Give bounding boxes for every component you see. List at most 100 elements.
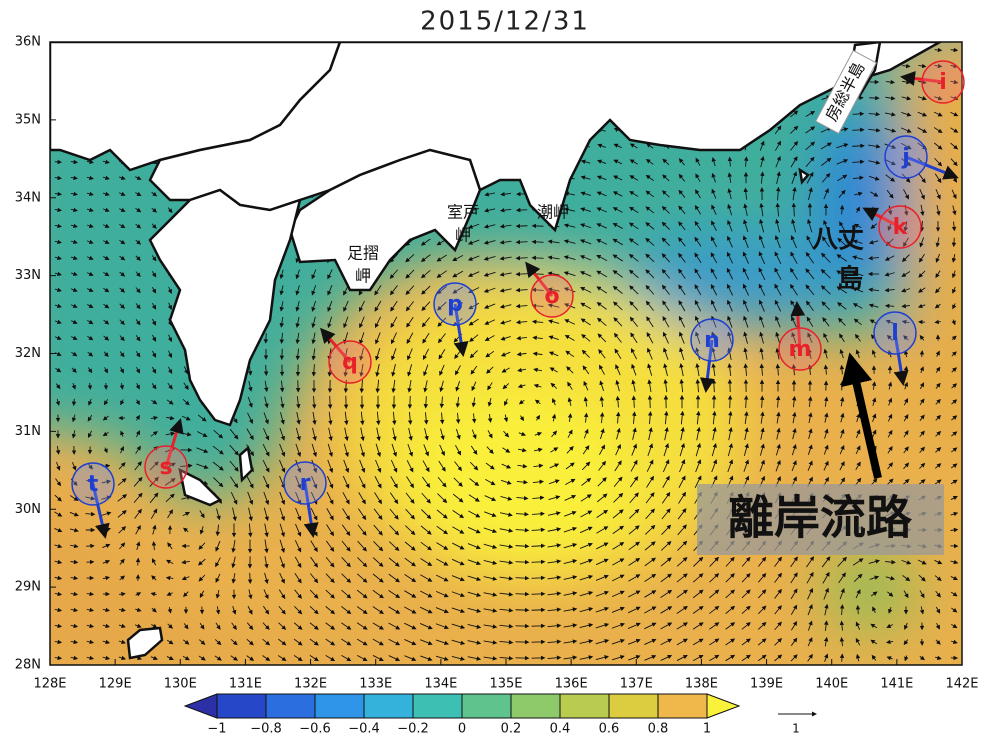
- vector: [774, 140, 782, 151]
- vector: [531, 223, 544, 229]
- vector: [151, 271, 157, 278]
- vector: [900, 127, 912, 133]
- vector: [933, 127, 943, 133]
- vector: [500, 335, 511, 341]
- vector: [102, 159, 110, 165]
- lon-tick-label: 132E: [294, 677, 327, 692]
- vector: [598, 349, 606, 359]
- vector: [918, 253, 925, 263]
- vector: [885, 319, 894, 325]
- vector: [389, 269, 398, 279]
- vector: [901, 271, 911, 277]
- vector: [151, 334, 157, 342]
- vector: [934, 63, 943, 69]
- vector: [791, 218, 797, 233]
- vector: [311, 364, 317, 377]
- vector: [933, 142, 943, 150]
- vector: [263, 364, 269, 376]
- vector: [790, 267, 798, 280]
- vector: [726, 251, 734, 264]
- colorbar-tick-label: −0.4: [348, 722, 380, 737]
- lon-tick-label: 135E: [489, 677, 522, 692]
- vector: [759, 140, 765, 151]
- vector: [790, 110, 799, 118]
- vector: [743, 331, 748, 344]
- vector: [742, 235, 749, 248]
- vector: [499, 207, 512, 213]
- vector: [727, 172, 733, 183]
- vector: [901, 254, 910, 262]
- vector: [836, 254, 848, 262]
- vector: [71, 398, 77, 407]
- vector: [547, 255, 560, 260]
- vector: [661, 284, 670, 295]
- vector: [742, 299, 749, 312]
- vector: [597, 143, 606, 148]
- vector: [852, 111, 865, 117]
- vector: [645, 190, 655, 198]
- vector: [887, 205, 893, 216]
- vector: [742, 251, 749, 264]
- vector: [422, 348, 430, 360]
- vector: [742, 283, 749, 296]
- vector: [629, 175, 639, 181]
- colorbar-cell: [265, 693, 316, 719]
- vector: [855, 206, 860, 213]
- vector: [54, 207, 62, 213]
- vector: [885, 95, 896, 101]
- vector: [564, 319, 576, 325]
- vector: [86, 175, 94, 181]
- vector: [391, 348, 397, 361]
- vector: [118, 175, 126, 180]
- vector: [405, 285, 415, 295]
- vector: [884, 128, 897, 133]
- vector: [54, 335, 62, 340]
- vector: [311, 285, 317, 296]
- vector: [515, 575, 530, 581]
- vector: [596, 239, 608, 245]
- vector: [54, 271, 62, 277]
- vector: [935, 287, 941, 294]
- vector: [678, 331, 685, 344]
- vector: [852, 255, 864, 260]
- vector: [792, 186, 797, 201]
- vector: [868, 111, 881, 117]
- vector: [436, 254, 447, 262]
- marker-label: k: [893, 215, 909, 240]
- vector: [407, 348, 413, 361]
- vector: [580, 159, 591, 164]
- vector: [516, 351, 527, 357]
- vector: [359, 300, 365, 312]
- lon-tick-label: 137E: [620, 677, 653, 692]
- vector: [151, 286, 157, 294]
- vector: [612, 191, 623, 197]
- vector: [950, 111, 959, 117]
- vector: [950, 158, 958, 167]
- vector: [103, 303, 110, 309]
- vector: [327, 285, 333, 296]
- vector: [374, 300, 382, 312]
- vector: [515, 223, 528, 229]
- vector: [662, 331, 669, 344]
- vector: [452, 254, 464, 262]
- vector: [884, 255, 895, 261]
- vector: [70, 191, 78, 197]
- vector: [808, 187, 813, 201]
- vector: [375, 332, 381, 345]
- lon-tick-label: 129E: [99, 677, 132, 692]
- vector: [629, 301, 639, 311]
- vector: [70, 255, 78, 260]
- vector: [86, 159, 94, 165]
- vector: [628, 222, 639, 230]
- vector: [710, 299, 717, 312]
- vector: [311, 316, 316, 329]
- vector: [279, 317, 285, 328]
- vector: [918, 173, 926, 184]
- vector: [951, 189, 957, 200]
- vector: [727, 347, 732, 360]
- vector: [515, 255, 528, 261]
- vector: [645, 253, 655, 263]
- vector: [775, 347, 780, 360]
- vector: [485, 350, 495, 358]
- vector: [661, 253, 671, 263]
